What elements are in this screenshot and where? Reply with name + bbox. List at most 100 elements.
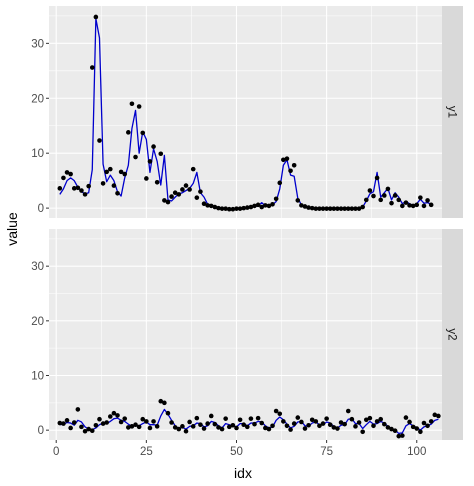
x-tick-label: 100 [407,446,426,458]
data-point [190,166,196,172]
facet-strip [442,6,463,218]
data-point [396,433,402,439]
data-point [335,426,340,431]
data-point [356,420,362,425]
data-point [64,418,70,423]
data-point [71,420,77,425]
data-point [219,426,225,432]
data-point [180,187,185,192]
data-point [234,425,239,431]
data-point [331,206,337,211]
data-point [338,206,344,211]
data-point [111,183,117,188]
data-point [295,198,301,203]
data-point [382,193,387,198]
data-point [198,189,203,194]
data-point [158,151,164,157]
data-point [302,426,308,431]
data-point [241,205,246,211]
data-point [82,428,88,434]
y-tick-label: 10 [31,148,44,160]
data-point [165,199,171,205]
data-point [151,419,156,424]
y-tick-label: 20 [31,316,44,328]
data-point [400,433,405,438]
data-point [89,65,95,70]
data-point [201,201,207,207]
data-point [360,429,365,435]
panel-y1: 0 10 20 30 y1 [31,6,463,218]
data-point [273,408,279,414]
data-point [324,416,329,421]
data-point [79,188,84,193]
facet-strip-label: y1 [446,106,458,118]
data-point [82,192,88,197]
data-point [219,206,225,211]
data-point [172,190,178,196]
data-point [162,400,167,406]
data-point [349,416,355,422]
data-point [86,183,91,189]
data-point [389,200,394,206]
data-point [403,415,409,420]
data-point [273,196,279,202]
data-point [284,423,290,429]
data-point [71,186,77,191]
data-point [212,421,218,427]
data-point [389,426,394,432]
data-point [252,203,257,209]
data-point [64,170,70,175]
data-point [418,195,423,200]
data-point [378,197,384,203]
data-point [122,416,128,421]
data-point [140,416,146,422]
facet-strip-label: y2 [446,328,458,340]
data-point [248,204,254,210]
data-point [284,156,290,161]
data-point [385,186,391,192]
data-point [374,419,380,424]
data-point [378,416,384,422]
data-point [263,203,268,208]
data-point [410,424,416,430]
data-point [136,104,142,109]
data-point [201,426,207,431]
data-point [313,419,319,424]
data-point [428,202,434,208]
data-point [345,206,351,211]
data-point [205,203,210,208]
x-tick-label: 75 [320,446,333,458]
data-point [118,169,124,175]
data-point [61,421,66,426]
data-point [216,205,221,211]
data-point [414,202,420,208]
data-point [306,422,311,428]
data-point [309,205,315,211]
y-axis-title: value [4,212,20,246]
data-point [288,427,293,432]
data-point [107,166,113,172]
data-point [263,425,268,431]
data-point [306,205,311,210]
data-point [252,421,257,427]
data-point [115,413,120,418]
data-point [360,204,365,210]
y-tick-label: 10 [31,370,44,382]
data-point [129,424,135,429]
x-tick-label: 0 [53,446,59,458]
data-point [169,420,174,425]
data-point [302,204,308,209]
data-point [317,423,322,429]
data-point [97,416,102,422]
data-point [320,206,326,211]
data-point [57,186,63,191]
data-point [245,205,250,210]
y-tick-label: 0 [38,425,44,437]
data-point [104,420,109,425]
data-point [176,192,182,197]
data-point [403,200,409,205]
data-point [331,425,337,430]
data-point [61,175,66,181]
data-point [428,419,434,424]
data-point [299,203,304,208]
